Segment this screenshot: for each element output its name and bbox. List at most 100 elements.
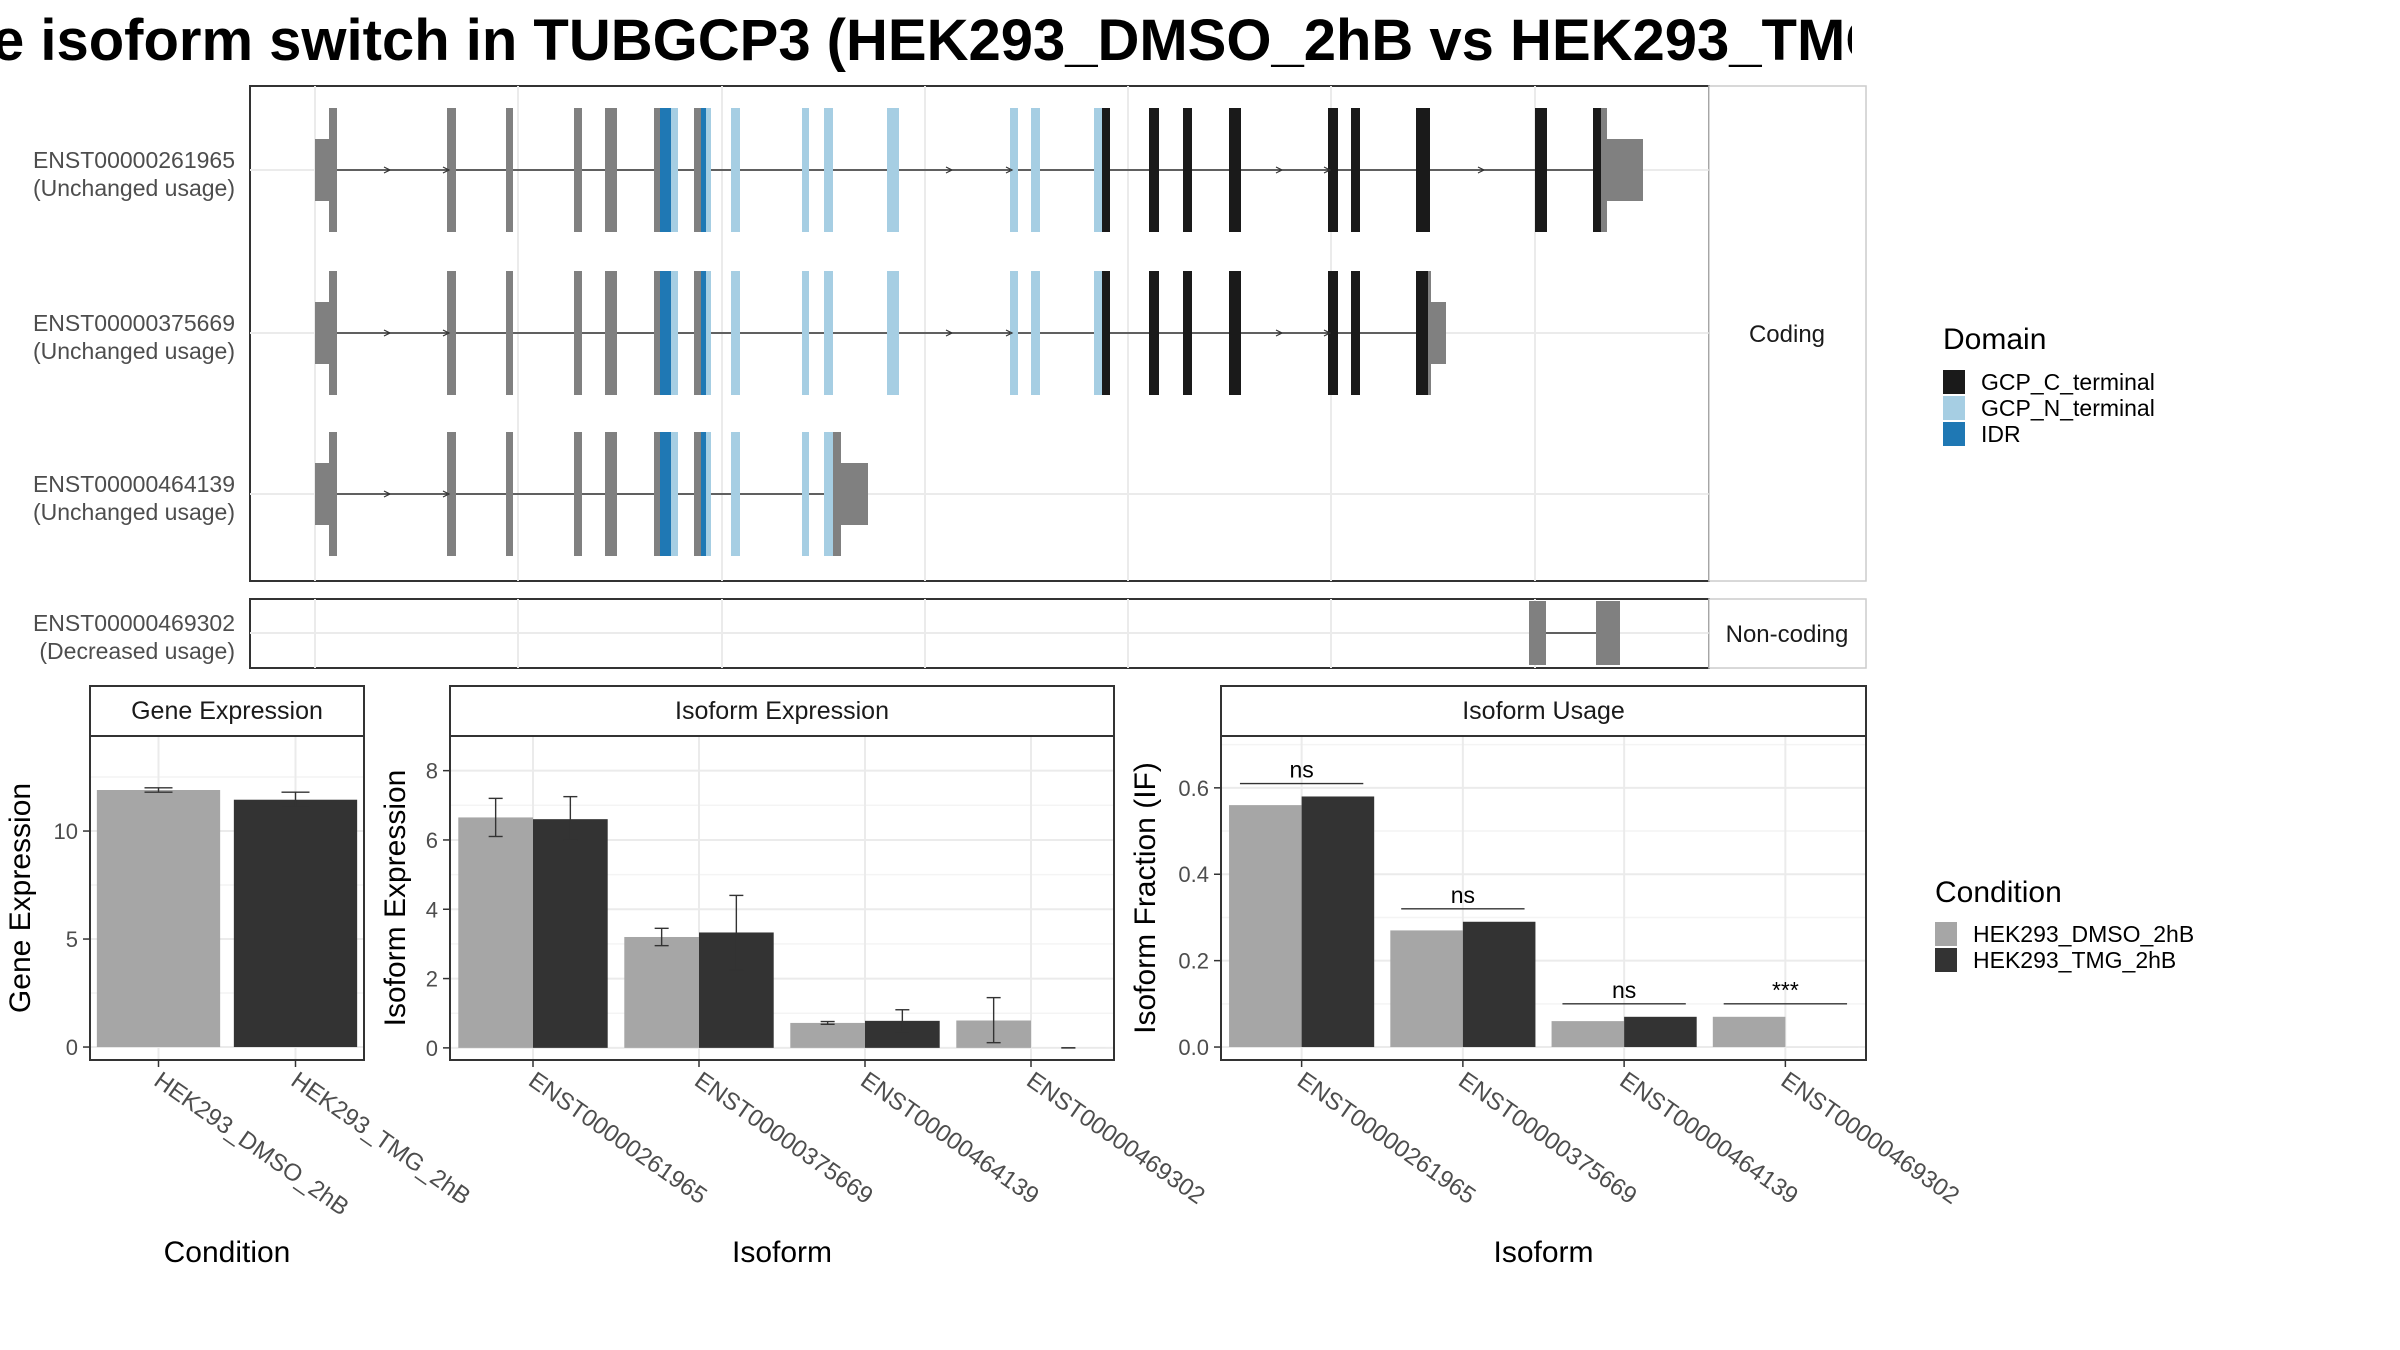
domain-legend-label: IDR <box>1981 421 2021 447</box>
bar-hek293-dmso-2hb-enst00000464139 <box>1551 1021 1625 1048</box>
condition-legend-title: Condition <box>1935 876 2062 909</box>
isoform-expression-chart: Isoform Expression02468ENST00000261965EN… <box>379 685 1210 1269</box>
exon-utr <box>605 271 617 395</box>
bar-hek293-tmg-2hb-enst00000261965 <box>533 819 608 1048</box>
strand-arrow <box>383 166 392 174</box>
exon-gcp-c-terminal <box>1535 108 1547 232</box>
significance-label: *** <box>1772 977 1799 1003</box>
y-tick-label: 8 <box>426 759 438 784</box>
isoform-usage-label: (Unchanged usage) <box>33 499 235 525</box>
utr-block <box>1431 302 1446 364</box>
facet-strip-coding <box>1708 85 1867 582</box>
x-axis-title: Isoform <box>1493 1236 1593 1269</box>
bar-hek293-tmg-2hb-enst00000375669 <box>1462 921 1536 1048</box>
exon-gcp-c-terminal <box>1183 271 1192 395</box>
exon-gcp-n-terminal <box>1094 271 1102 395</box>
isoform-usage-chart: Isoform Usage ns ns ns *** 0.0 0.2 0.4 0.6 ENST00… <box>1129 685 1964 1269</box>
y-tick-label: 0.4 <box>1178 862 1209 887</box>
exon-gcp-n-terminal <box>706 432 711 556</box>
exon-utr <box>447 271 456 395</box>
exon-utr <box>654 108 660 232</box>
y-axis-title: Isoform Fraction (IF) <box>1129 762 1162 1034</box>
facet-strip <box>89 685 365 737</box>
exon-gcp-c-terminal <box>1328 108 1338 232</box>
strand-arrow <box>442 329 451 337</box>
exon-utr <box>1601 108 1607 232</box>
strand-arrow <box>945 329 954 337</box>
exon-gcp-c-terminal <box>1102 108 1110 232</box>
utr-block <box>315 139 329 201</box>
exon-gcp-n-terminal <box>1010 271 1018 395</box>
isoform-row-label: ENST00000464139 <box>33 471 235 497</box>
isoform-usage-label: (Unchanged usage) <box>33 338 235 364</box>
bar-hek293-dmso-2hb-enst00000375669 <box>1390 930 1463 1048</box>
y-tick-label: 0 <box>426 1036 438 1061</box>
exon-utr <box>833 432 841 556</box>
facet-strip <box>1220 685 1867 737</box>
exon-gcp-c-terminal <box>1351 108 1360 232</box>
y-tick-label: 0.0 <box>1178 1035 1209 1060</box>
strand-arrow <box>1005 166 1014 174</box>
y-tick-label: 5 <box>66 927 78 952</box>
x-tick-label: ENST00000469302 <box>1022 1067 1210 1210</box>
exon-gcp-c-terminal <box>1593 108 1601 232</box>
domain-legend-label: GCP_N_terminal <box>1981 395 2155 421</box>
facet-strip-noncoding <box>1708 598 1867 669</box>
exon-gcp-n-terminal <box>802 108 809 232</box>
y-tick-label: 0.6 <box>1178 776 1209 801</box>
exon-utr <box>605 432 617 556</box>
exon-gcp-n-terminal <box>802 432 809 556</box>
exon-gcp-n-terminal <box>1031 271 1040 395</box>
strand-arrow <box>1275 329 1284 337</box>
exon-utr <box>654 432 660 556</box>
exon-gcp-n-terminal <box>824 271 833 395</box>
exon-utr <box>506 271 513 395</box>
exon-gcp-c-terminal <box>1416 108 1430 232</box>
condition-legend-label: HEK293_TMG_2hB <box>1973 947 2176 973</box>
utr-block <box>838 463 868 525</box>
exon-idr <box>660 432 671 556</box>
plot-border <box>89 735 365 1061</box>
strand-arrow <box>383 329 392 337</box>
strand-arrow <box>442 166 451 174</box>
exon-gcp-c-terminal <box>1328 271 1338 395</box>
isoform-row-label: ENST00000469302 <box>33 610 235 636</box>
plot-border <box>449 735 1115 1061</box>
domain-legend-title: Domain <box>1943 323 2046 356</box>
y-tick-label: 0.2 <box>1178 949 1209 974</box>
exon-utr <box>654 271 660 395</box>
y-tick-label: 0 <box>66 1035 78 1060</box>
x-tick-label: ENST00000469302 <box>1776 1067 1964 1210</box>
bar-hek293-dmso-2hb-enst00000261965 <box>1229 805 1302 1048</box>
exon-gcp-n-terminal <box>671 108 678 232</box>
y-tick-label: 2 <box>426 967 438 992</box>
exon-gcp-c-terminal <box>1229 271 1241 395</box>
exon-gcp-n-terminal <box>887 271 899 395</box>
utr-block <box>315 302 329 364</box>
y-axis-title: Isoform Expression <box>379 770 412 1027</box>
x-axis-title: Isoform <box>732 1236 832 1269</box>
x-axis-title: Condition <box>164 1236 291 1269</box>
exon-utr <box>694 432 701 556</box>
exon-gcp-n-terminal <box>802 271 809 395</box>
x-tick-label: ENST00000375669 <box>690 1067 878 1210</box>
exon-idr <box>660 108 671 232</box>
x-tick-label: ENST00000464139 <box>1615 1067 1803 1210</box>
exon-utr <box>574 432 582 556</box>
significance-label: ns <box>1451 882 1475 908</box>
exon-utr <box>574 108 582 232</box>
exon-gcp-c-terminal <box>1351 271 1360 395</box>
x-tick-label: ENST00000261965 <box>1292 1067 1480 1210</box>
y-tick-label: 4 <box>426 897 438 922</box>
exon-gcp-c-terminal <box>1149 271 1159 395</box>
exon-utr <box>574 271 582 395</box>
exon-utr <box>694 271 701 395</box>
chart-title: Gene Expression <box>131 697 323 725</box>
bar-hek293-dmso-2hb <box>96 790 221 1048</box>
exon-gcp-c-terminal <box>1149 108 1159 232</box>
exon-gcp-c-terminal <box>1229 108 1241 232</box>
isoform-usage-label: (Decreased usage) <box>39 638 235 664</box>
bar-hek293-tmg-2hb <box>233 799 358 1048</box>
exon-noncoding <box>1596 601 1620 665</box>
bar-hek293-tmg-2hb-enst00000464139 <box>1624 1016 1697 1048</box>
